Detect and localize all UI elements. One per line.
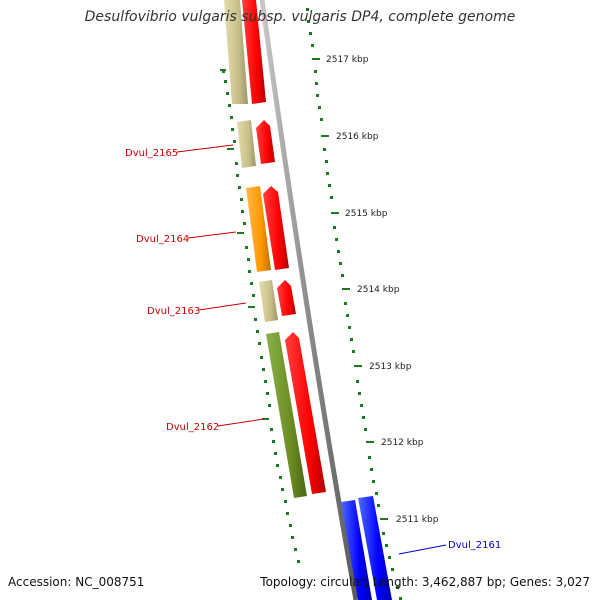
kbp-label: 2516 kbp [336,132,379,142]
topology-value: circular [320,575,365,589]
leader-line [217,418,265,427]
gene-labels: Dvul_2165 Dvul_2164 Dvul_2163 Dvul_2162 … [125,144,501,555]
cds-arrow-top [242,0,266,104]
gene-label-dvul-2165[interactable]: Dvul_2165 [125,148,178,159]
leader-line [176,144,234,153]
gene-label-dvul-2163[interactable]: Dvul_2163 [147,306,200,317]
gene-box-2162-olive [266,332,307,498]
leader-line [198,302,247,311]
genes-label: Genes: [509,575,552,589]
inner-tick-track [220,69,300,563]
kbp-label: 2515 kbp [345,209,388,219]
kbp-label: 2513 kbp [369,362,412,372]
cds-arrow-2161-b [358,496,392,600]
cds-track [242,0,326,494]
gene-label-dvul-2161[interactable]: Dvul_2161 [448,540,501,551]
cds-arrow-2164 [263,186,289,270]
cds-arrow-2162 [285,332,326,494]
page-title: Desulfovibrio vulgaris subsp. vulgaris D… [84,9,516,25]
kbp-label: 2514 kbp [357,285,400,295]
gene-label-dvul-2164[interactable]: Dvul_2164 [136,234,189,245]
genome-backbone [259,0,359,600]
outer-tick-track [306,8,402,600]
accession-label: Accession: [8,575,72,589]
length-value: 3,462,887 bp [421,575,502,589]
gene-label-dvul-2162[interactable]: Dvul_2162 [166,422,219,433]
accession-value: NC_008751 [75,575,145,589]
cds-arrow-2163 [277,280,296,316]
kbp-labels: 2517 kbp 2516 kbp 2515 kbp 2514 kbp 2513… [326,55,439,525]
cds-arrow-2161-a [341,500,372,600]
gene-box-2163-khaki [259,280,278,322]
genes-value: 3,027 [555,575,590,589]
leader-line [187,231,237,239]
gene-box-top-khaki [224,0,248,104]
length-label: Length: [372,575,419,589]
category-track [224,0,307,498]
accession-info: Accession: NC_008751 [8,575,144,589]
gene-box-2165-khaki [237,120,256,168]
leader-line [398,544,447,555]
forward-track [341,496,392,600]
kbp-label: 2512 kbp [381,438,424,448]
gene-box-2164-orange [246,186,271,272]
cds-arrow-2165 [256,120,275,164]
kbp-label: 2517 kbp [326,55,369,65]
topology-label: Topology: [260,575,317,589]
kbp-label: 2511 kbp [396,515,439,525]
genome-stats: Topology: circular; Length: 3,462,887 bp… [260,575,590,589]
